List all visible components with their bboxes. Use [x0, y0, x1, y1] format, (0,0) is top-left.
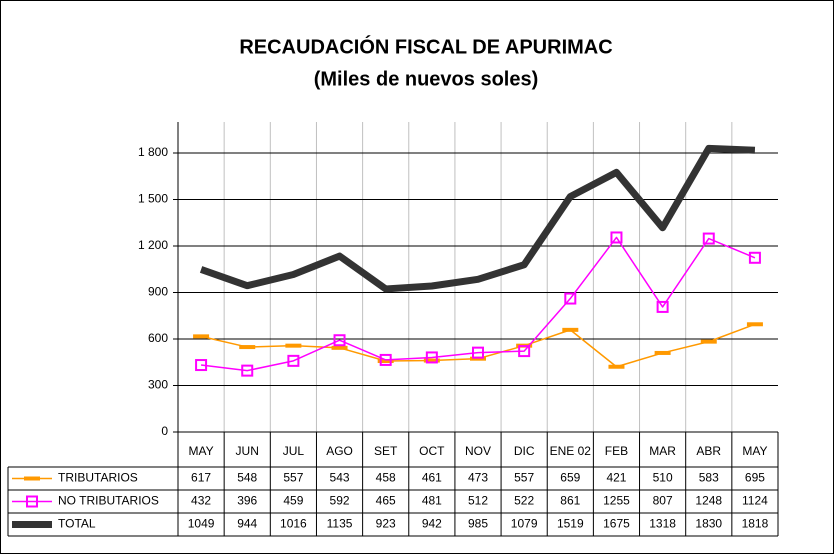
table-value: 942: [422, 517, 442, 531]
table-value: 1016: [280, 517, 307, 531]
table-value: 557: [283, 471, 303, 485]
table-value: 1519: [557, 517, 584, 531]
table-value: 510: [653, 471, 673, 485]
y-tick-label: 0: [161, 424, 168, 438]
x-tick-label: AGO: [326, 444, 353, 458]
x-tick-label: ABR: [696, 444, 721, 458]
marker: [746, 322, 763, 327]
y-tick-label: 1 500: [138, 192, 168, 206]
y-tick-label: 1 800: [138, 145, 168, 159]
marker: [610, 231, 623, 244]
table-value: 1248: [695, 494, 722, 508]
marker: [748, 251, 761, 264]
legend-marker: [26, 495, 38, 508]
marker: [331, 345, 348, 350]
table-value: 459: [283, 494, 303, 508]
x-tick-label: FEB: [605, 444, 628, 458]
table-value: 695: [745, 471, 765, 485]
marker: [285, 343, 302, 348]
table-value: 432: [191, 494, 211, 508]
marker: [287, 354, 300, 367]
table-value: 461: [422, 471, 442, 485]
table-value: 543: [330, 471, 350, 485]
marker: [379, 353, 392, 366]
marker: [608, 364, 625, 369]
legend-label: NO TRIBUTARIOS: [58, 494, 159, 508]
table-value: 465: [376, 494, 396, 508]
marker: [656, 300, 669, 313]
marker: [654, 350, 671, 355]
marker: [470, 356, 486, 361]
table-value: 861: [560, 494, 580, 508]
legend-label: TOTAL: [58, 517, 96, 531]
x-tick-label: NOV: [465, 444, 491, 458]
marker: [518, 345, 531, 358]
table-value: 583: [699, 471, 719, 485]
table-value: 944: [237, 517, 257, 531]
marker: [193, 334, 210, 339]
marker: [377, 359, 394, 364]
x-tick-label: SET: [374, 444, 398, 458]
y-tick-label: 300: [148, 378, 168, 392]
table-value: 592: [330, 494, 350, 508]
table-value: 1049: [188, 517, 215, 531]
x-tick-label: MAR: [649, 444, 676, 458]
table-value: 421: [606, 471, 626, 485]
marker: [472, 346, 484, 359]
chart-subtitle: (Miles de nuevos soles): [314, 68, 539, 90]
x-tick-label: MAY: [742, 444, 767, 458]
table-value: 1079: [511, 517, 538, 531]
table-value: 1675: [603, 517, 630, 531]
y-tick-label: 900: [148, 285, 168, 299]
table-value: 1818: [742, 517, 769, 531]
table-value: 1124: [742, 494, 768, 508]
table-value: 1255: [603, 494, 630, 508]
x-tick-label: DIC: [514, 444, 535, 458]
table-value: 923: [376, 517, 396, 531]
table-value: 985: [468, 517, 488, 531]
table-value: 473: [468, 471, 488, 485]
marker: [425, 351, 438, 364]
marker: [564, 292, 577, 305]
table-value: 807: [653, 494, 673, 508]
table-value: 396: [237, 494, 257, 508]
series-line: [199, 144, 756, 293]
table-value: 659: [560, 471, 580, 485]
y-tick-label: 600: [148, 331, 168, 345]
marker: [241, 364, 254, 377]
chart-title: RECAUDACIÓN FISCAL DE APURIMAC: [239, 34, 612, 58]
marker: [333, 334, 346, 347]
marker: [239, 345, 256, 350]
legend-marker: [24, 476, 40, 481]
x-tick-label: MAY: [189, 444, 214, 458]
x-tick-label: OCT: [419, 444, 445, 458]
x-tick-label: ENE 02: [550, 444, 592, 458]
table-value: 1318: [649, 517, 676, 531]
y-tick-label: 1 200: [138, 238, 168, 252]
marker: [195, 359, 208, 372]
x-tick-label: JUL: [283, 444, 305, 458]
table-value: 1135: [327, 517, 353, 531]
series-line: [200, 236, 756, 372]
table-value: 458: [376, 471, 396, 485]
table-value: 557: [514, 471, 534, 485]
marker: [702, 232, 715, 245]
table-value: 1830: [695, 517, 722, 531]
table-value: 522: [514, 494, 534, 508]
marker: [423, 358, 440, 363]
x-tick-label: JUN: [236, 444, 259, 458]
marker: [700, 339, 717, 344]
table-value: 512: [468, 494, 488, 508]
table-value: 481: [422, 494, 442, 508]
table-value: 617: [191, 471, 211, 485]
table-value: 548: [237, 471, 257, 485]
marker: [562, 327, 579, 332]
legend-label: TRIBUTARIOS: [58, 471, 138, 485]
